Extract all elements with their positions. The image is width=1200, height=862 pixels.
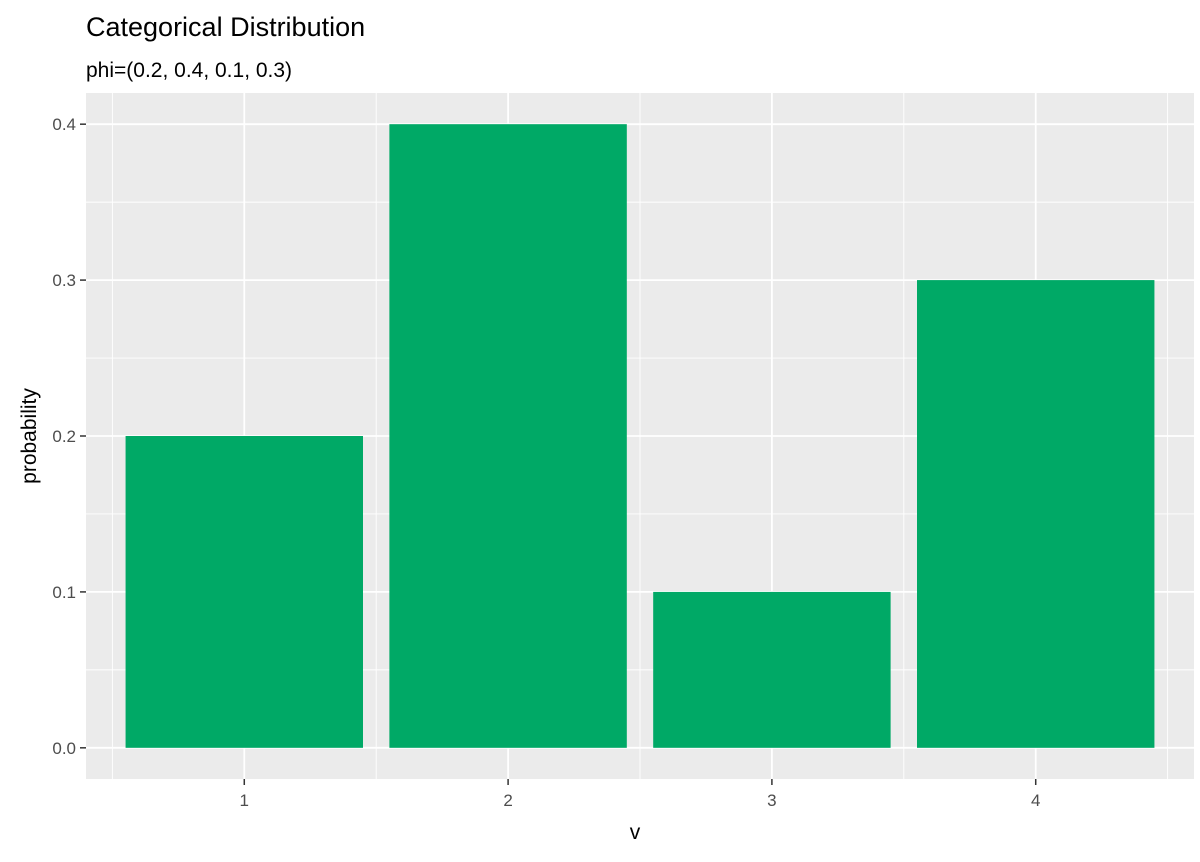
chart-subtitle: phi=(0.2, 0.4, 0.1, 0.3): [86, 59, 292, 82]
x-tick-label: 4: [1031, 791, 1040, 810]
x-tick-label: 1: [240, 791, 249, 810]
x-tick-label: 3: [767, 791, 776, 810]
bar-4: [917, 280, 1155, 748]
bars: [125, 124, 1155, 748]
x-axis-title: v: [630, 821, 641, 844]
bar-1: [125, 436, 363, 748]
y-axis-title: probability: [18, 388, 41, 484]
bar-2: [389, 124, 627, 748]
y-tick-label: 0.4: [52, 115, 76, 134]
x-axis: 1 2 3 4: [240, 779, 1040, 810]
bar-3: [653, 591, 891, 748]
x-tick-label: 2: [503, 791, 512, 810]
y-axis: 0.0 0.1 0.2 0.3 0.4: [52, 115, 86, 758]
y-tick-label: 0.0: [52, 739, 76, 758]
chart-title: Categorical Distribution: [86, 12, 365, 42]
y-tick-label: 0.1: [52, 583, 76, 602]
y-tick-label: 0.3: [52, 271, 76, 290]
y-tick-label: 0.2: [52, 427, 76, 446]
